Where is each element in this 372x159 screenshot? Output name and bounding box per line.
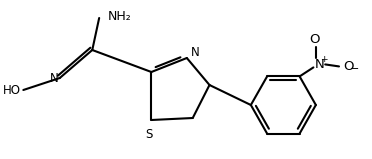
Text: NH₂: NH₂ (108, 10, 132, 24)
Text: O: O (344, 60, 354, 73)
Text: HO: HO (3, 84, 21, 97)
Text: O: O (309, 33, 320, 46)
Text: +: + (321, 55, 328, 64)
Text: N: N (50, 73, 59, 86)
Text: N: N (191, 46, 199, 59)
Text: N: N (314, 58, 324, 71)
Text: S: S (146, 128, 153, 141)
Text: −: − (350, 64, 359, 74)
